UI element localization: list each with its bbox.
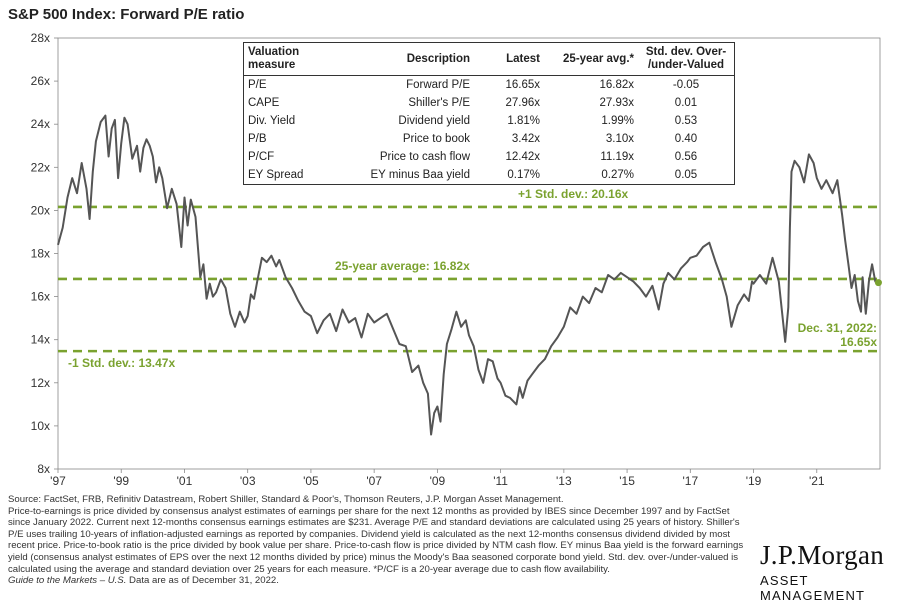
table-cell: P/CF	[248, 151, 275, 163]
table-row: P/CF Price to cash flow 12.42x 11.19x 0.56	[244, 148, 735, 166]
x-tick-label: '05	[303, 474, 319, 488]
table-cell: Price to cash flow	[379, 151, 470, 163]
table-cell: CAPE	[248, 97, 280, 109]
y-tick-label: 14x	[31, 333, 50, 347]
table-cell: 3.10x	[605, 133, 634, 145]
table-cell: 16.82x	[599, 79, 634, 91]
x-tick-label: '19	[746, 474, 762, 488]
y-tick-label: 10x	[31, 419, 50, 433]
y-tick-label: 26x	[31, 74, 50, 88]
series-line	[57, 114, 879, 436]
x-tick-label: '99	[113, 474, 129, 488]
y-tick-label: 8x	[37, 462, 50, 476]
table-cell: Dividend yield	[398, 115, 470, 127]
reference-line-label: 25-year average: 16.82x	[335, 259, 470, 273]
chart-axes: 8x 10x 12x 14x 16x 18x 20x 22x 24x 26x 28x '97 '99 '0…	[31, 31, 881, 488]
table-cell: -0.05	[672, 79, 700, 91]
y-tick-label: 22x	[31, 160, 50, 174]
table-header: 25-year avg.*	[544, 42, 638, 76]
table-cell: 11.19x	[600, 151, 634, 163]
x-tick-label: '07	[366, 474, 382, 488]
table-cell: 12.42x	[505, 151, 540, 163]
table-cell: 0.40	[674, 133, 698, 145]
jpmorgan-logo: J.P.Morgan ASSET MANAGEMENT	[760, 540, 895, 603]
table-header-row: Valuation measure Description Latest 25-…	[243, 42, 735, 76]
x-tick-label: '97	[50, 474, 66, 488]
guide-date: Data are as of December 31, 2022.	[126, 575, 279, 587]
table-cell: 0.17%	[507, 169, 540, 181]
chart-title: S&P 500 Index: Forward P/E ratio	[8, 6, 245, 23]
table-header: Latest	[474, 42, 544, 76]
table-row: CAPE Shiller's P/E 27.96x 27.93x 0.01	[244, 94, 735, 112]
annotation-label: Dec. 31, 2022:	[798, 321, 877, 335]
footnotes: Source: FactSet, FRB, Refinitiv Datastre…	[8, 494, 753, 587]
table-cell: 1.99%	[601, 115, 634, 127]
table-cell: P/E	[248, 79, 267, 91]
y-tick-label: 18x	[31, 247, 50, 261]
annotation-layer: Dec. 31, 2022:16.65x	[798, 279, 882, 349]
x-tick-label: '13	[556, 474, 572, 488]
table-header: Std. dev. Over- /under-Valued	[638, 42, 735, 76]
table-row: Div. Yield Dividend yield 1.81% 1.99% 0.53	[244, 112, 735, 130]
table-cell: Price to book	[402, 133, 470, 145]
y-tick-label: 16x	[31, 290, 50, 304]
table-cell: 27.96x	[505, 97, 540, 109]
table-cell: 0.27%	[601, 169, 634, 181]
table-cell: EY Spread	[248, 169, 304, 181]
table-row: EY Spread EY minus Baa yield 0.17% 0.27% 0.0…	[244, 166, 735, 185]
table-cell: Shiller's P/E	[408, 97, 470, 109]
table-cell: Forward P/E	[406, 79, 470, 91]
annotation-value: 16.65x	[840, 335, 877, 349]
source-note: Source: FactSet, FRB, Refinitiv Datastre…	[8, 494, 564, 505]
guide-title: Guide to the Markets – U.S.	[8, 575, 127, 587]
reference-line-label: +1 Std. dev.: 20.16x	[518, 187, 628, 201]
latest-point	[874, 279, 882, 287]
logo-wordmark: J.P.Morgan	[760, 540, 885, 570]
table-header: Valuation measure	[243, 42, 348, 76]
table-cell: 3.42x	[511, 133, 540, 145]
table-cell: 0.01	[674, 97, 698, 109]
x-tick-label: '03	[240, 474, 256, 488]
x-tick-label: '15	[619, 474, 635, 488]
table-cell: 0.56	[674, 151, 698, 163]
reference-lines: +1 Std. dev.: 20.16x 25-year average: 16.…	[58, 187, 880, 370]
valuation-table: Valuation measure Description Latest 25-…	[243, 42, 735, 185]
table-cell: P/B	[248, 133, 267, 145]
table-row: P/B Price to book 3.42x 3.10x 0.40	[244, 130, 735, 148]
y-tick-label: 20x	[31, 203, 50, 217]
table-cell: EY minus Baa yield	[370, 169, 470, 181]
table-header: Description	[348, 42, 474, 76]
table-row: P/E Forward P/E 16.65x 16.82x -0.05	[244, 76, 735, 95]
table-cell: 0.53	[674, 115, 698, 127]
methodology-note: Price-to-earnings is price divided by co…	[8, 505, 744, 575]
table-cell: Div. Yield	[248, 115, 296, 127]
x-tick-label: '21	[809, 474, 825, 488]
x-tick-label: '09	[430, 474, 446, 488]
guide-note: Guide to the Markets – U.S. Data are as …	[8, 575, 753, 587]
table-cell: 16.65x	[505, 79, 540, 91]
y-tick-label: 28x	[31, 31, 50, 45]
x-tick-label: '01	[177, 474, 193, 488]
y-tick-label: 24x	[31, 117, 50, 131]
x-tick-label: '17	[682, 474, 698, 488]
x-tick-label: '11	[493, 474, 508, 488]
reference-line-label: -1 Std. dev.: 13.47x	[68, 356, 175, 370]
table-cell: 1.81%	[507, 115, 540, 127]
logo-subtitle: ASSET MANAGEMENT	[760, 573, 866, 603]
y-tick-label: 12x	[31, 376, 50, 390]
table-cell: 27.93x	[599, 97, 634, 109]
series-layer	[57, 114, 879, 436]
table-cell: 0.05	[674, 169, 698, 181]
